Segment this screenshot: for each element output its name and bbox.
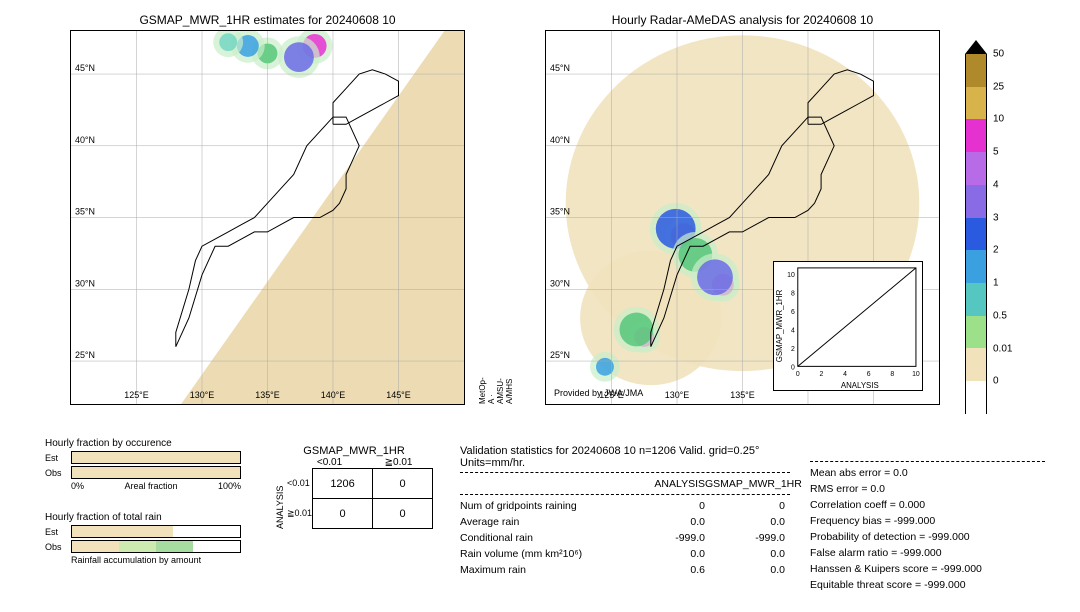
validation-row: Maximum rain0.60.0: [460, 564, 790, 576]
validation-row: Rain volume (mm km²10⁶)0.00.0: [460, 548, 790, 560]
svg-text:10: 10: [912, 371, 920, 378]
score-line: False alarm ratio = -999.000: [810, 547, 1045, 559]
bar-track: [71, 466, 241, 479]
right-map-title: Hourly Radar-AMeDAS analysis for 2024060…: [546, 13, 939, 27]
svg-text:GSMAP_MWR_1HR: GSMAP_MWR_1HR: [775, 289, 784, 362]
svg-text:45°N: 45°N: [550, 63, 570, 73]
svg-text:30°N: 30°N: [75, 278, 95, 288]
provided-text: Provided by JWA/JMA: [554, 388, 643, 398]
colorbar-label: 4: [993, 179, 999, 190]
validation-stats: Validation statistics for 20240608 10 n=…: [460, 445, 790, 580]
bar-track: [71, 540, 241, 553]
bar-track: [71, 525, 241, 538]
bar-row-label: Est: [45, 453, 71, 463]
score-line: Probability of detection = -999.000: [810, 531, 1045, 543]
svg-text:2: 2: [820, 371, 824, 378]
colorbar-label: 50: [993, 49, 1004, 60]
colorbar-seg: [965, 250, 987, 283]
bar-row: Est: [45, 525, 241, 538]
svg-text:40°N: 40°N: [550, 135, 570, 145]
svg-text:6: 6: [791, 309, 795, 316]
validation-row: Conditional rain-999.0-999.0: [460, 532, 790, 544]
left-map-title: GSMAP_MWR_1HR estimates for 20240608 10: [71, 13, 464, 27]
svg-text:145°E: 145°E: [386, 390, 410, 400]
colorbar-seg: [965, 119, 987, 152]
colorbar-label: 0.01: [993, 343, 1012, 354]
svg-text:4: 4: [791, 327, 795, 334]
svg-text:140°E: 140°E: [321, 390, 345, 400]
satellite-label: MetOp-A · AMSU-A/MHS: [478, 377, 514, 404]
score-line: Frequency bias = -999.000: [810, 515, 1045, 527]
score-line: Correlation coeff = 0.000: [810, 499, 1045, 511]
colorbar-seg: [965, 54, 987, 87]
bar-row-label: Obs: [45, 542, 71, 552]
colorbar-label: 2: [993, 245, 999, 256]
svg-text:35°N: 35°N: [550, 207, 570, 217]
bar-row: Obs: [45, 466, 241, 479]
fraction-totalrain-block: Hourly fraction of total rainEstObsRainf…: [45, 512, 241, 565]
svg-text:130°E: 130°E: [665, 390, 689, 400]
svg-text:30°N: 30°N: [550, 278, 570, 288]
contingency-block: GSMAP_MWR_1HR<0.01≧0.01ANALYSIS<0.01≧0.0…: [275, 445, 433, 529]
colorbar-label: 25: [993, 81, 1004, 92]
fraction-occurrence-block: Hourly fraction by occurenceEstObs0%Area…: [45, 438, 241, 491]
colorbar-label: 0.5: [993, 310, 1007, 321]
svg-text:6: 6: [867, 371, 871, 378]
svg-text:135°E: 135°E: [255, 390, 279, 400]
score-line: RMS error = 0.0: [810, 483, 1045, 495]
colorbar-seg: [965, 316, 987, 349]
ct-cell: 0: [313, 499, 373, 529]
colorbar: 502510543210.50.010: [965, 40, 987, 414]
score-line: Hanssen & Kuipers score = -999.000: [810, 563, 1045, 575]
svg-text:0: 0: [796, 371, 800, 378]
score-line: Equitable threat score = -999.000: [810, 579, 1045, 591]
validation-row: Num of gridpoints raining00: [460, 500, 790, 512]
left-map-panel: GSMAP_MWR_1HR estimates for 20240608 10 …: [70, 30, 465, 405]
svg-text:8: 8: [791, 290, 795, 297]
bar-title: Hourly fraction by occurence: [45, 438, 241, 449]
svg-text:25°N: 25°N: [550, 350, 570, 360]
svg-text:130°E: 130°E: [190, 390, 214, 400]
svg-text:125°E: 125°E: [124, 390, 148, 400]
svg-text:0: 0: [791, 364, 795, 371]
bar-row-label: Obs: [45, 468, 71, 478]
svg-text:40°N: 40°N: [75, 135, 95, 145]
colorbar-seg: [965, 218, 987, 251]
colorbar-label: 3: [993, 212, 999, 223]
colorbar-seg: [965, 381, 987, 414]
svg-text:2: 2: [791, 346, 795, 353]
colorbar-label: 0: [993, 376, 999, 387]
svg-text:35°N: 35°N: [75, 207, 95, 217]
bar-title: Hourly fraction of total rain: [45, 512, 241, 523]
svg-text:8: 8: [890, 371, 894, 378]
score-line: Mean abs error = 0.0: [810, 467, 1045, 479]
validation-row: Average rain0.00.0: [460, 516, 790, 528]
colorbar-label: 10: [993, 114, 1004, 125]
colorbar-seg: [965, 283, 987, 316]
left-map-svg: 125°E 130°E 135°E 140°E 145°E 25°N 30°N 35°N 40°…: [71, 31, 464, 404]
bar-row-label: Est: [45, 527, 71, 537]
colorbar-label: 1: [993, 278, 999, 289]
svg-text:4: 4: [843, 371, 847, 378]
bar-track: [71, 451, 241, 464]
colorbar-seg: [965, 348, 987, 381]
ct-cell: 0: [373, 469, 433, 499]
svg-text:45°N: 45°N: [75, 63, 95, 73]
svg-text:25°N: 25°N: [75, 350, 95, 360]
svg-text:10: 10: [787, 272, 795, 279]
colorbar-seg: [965, 185, 987, 218]
inset-svg: 00 2 2 4 4 6 6 8 8 10 10 ANALYSIS GSMAP_MWR_1HR: [774, 262, 922, 390]
colorbar-seg: [965, 152, 987, 185]
bar-row: Est: [45, 451, 241, 464]
ct-cell: 0: [373, 499, 433, 529]
right-map-panel: Hourly Radar-AMeDAS analysis for 2024060…: [545, 30, 940, 405]
scatter-inset: 00 2 2 4 4 6 6 8 8 10 10 ANALYSIS GSMAP_MWR_1HR: [773, 261, 923, 391]
svg-text:135°E: 135°E: [730, 390, 754, 400]
score-list: Mean abs error = 0.0 RMS error = 0.0 Corre…: [810, 458, 1045, 595]
bar-row: Obs: [45, 540, 241, 553]
colorbar-label: 5: [993, 147, 999, 158]
colorbar-seg: [965, 87, 987, 120]
ct-cell: 1206: [313, 469, 373, 499]
svg-text:ANALYSIS: ANALYSIS: [841, 381, 879, 390]
